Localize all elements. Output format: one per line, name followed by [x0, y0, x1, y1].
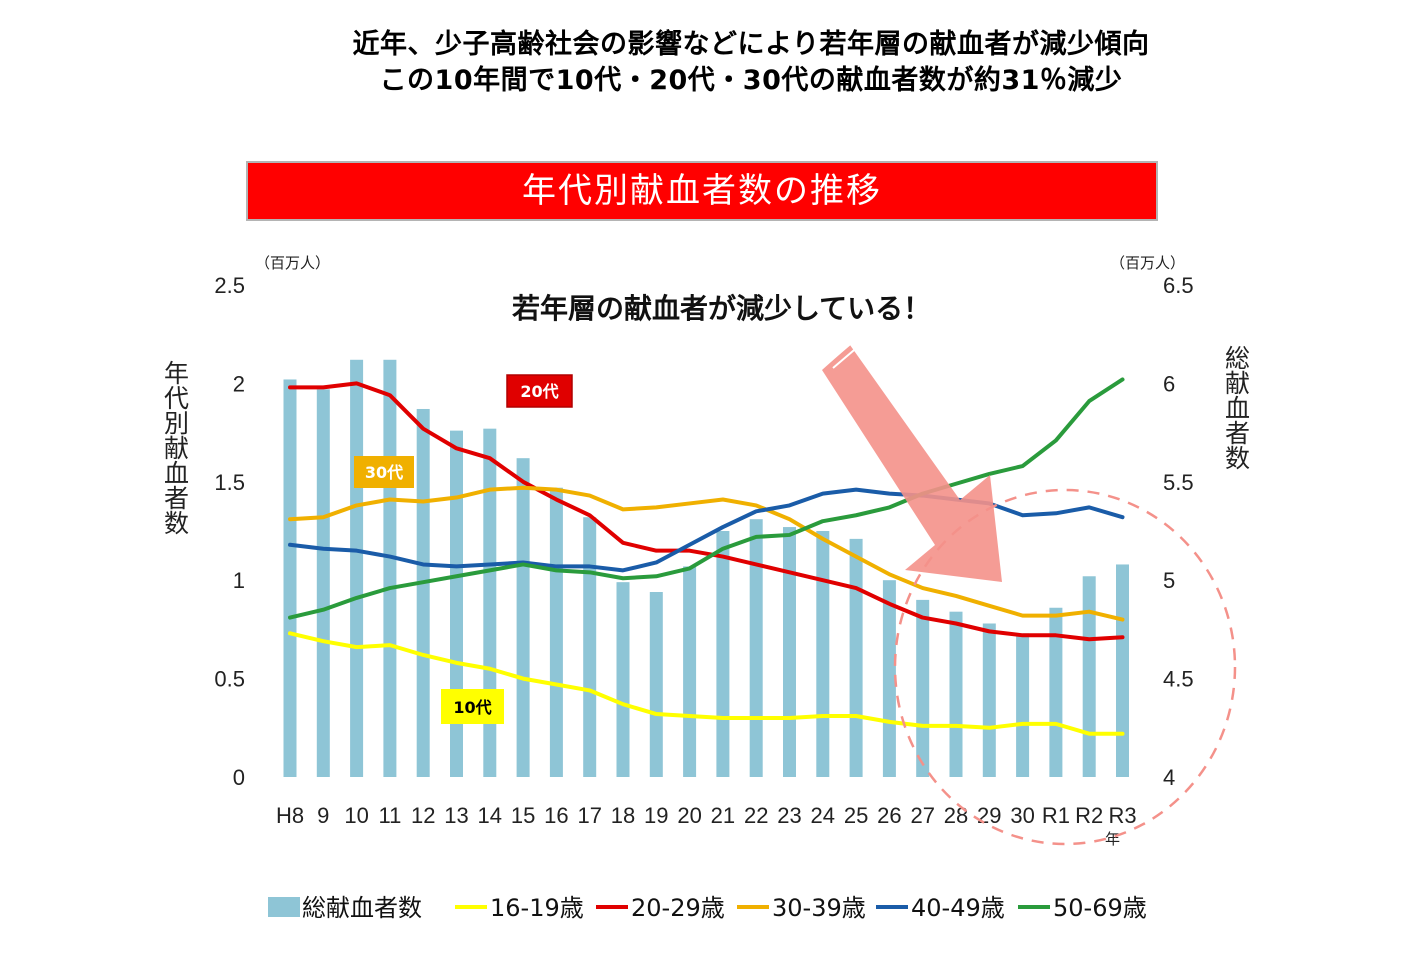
legend-label: 総献血者数 — [302, 894, 422, 922]
bar-25 — [849, 538, 863, 777]
right-tick: 6 — [1163, 371, 1175, 396]
left-tick: 0.5 — [214, 667, 245, 692]
bar-11 — [383, 359, 397, 777]
x-tick: 17 — [577, 803, 601, 828]
x-tick: 16 — [544, 803, 568, 828]
x-tick: 28 — [944, 803, 968, 828]
right-tick: 5.5 — [1163, 470, 1194, 495]
series-line-30-39歳 — [288, 485, 1125, 622]
x-tick: 11 — [378, 803, 401, 828]
bar-9 — [316, 389, 330, 777]
tag-30: 30代 — [354, 456, 414, 488]
left-tick: 1 — [233, 568, 245, 593]
x-tick: 24 — [811, 803, 835, 828]
x-tick: 21 — [711, 803, 735, 828]
bar-23 — [783, 527, 796, 777]
bar-27 — [916, 599, 930, 777]
left-tick: 0 — [233, 765, 245, 790]
bar-H8 — [283, 379, 297, 777]
bar-20 — [683, 566, 697, 777]
right-tick: 4 — [1163, 765, 1175, 790]
series-line-20-29歳 — [288, 381, 1125, 642]
x-axis-unit: 年 — [1105, 830, 1120, 848]
bar-group — [283, 359, 1129, 777]
x-tick: 14 — [478, 803, 502, 828]
bar-28 — [949, 611, 963, 777]
legend-label: 30-39歳 — [772, 894, 866, 922]
legend-label: 16-19歳 — [490, 894, 584, 922]
callout-text: 若年層の献血者が減少している！ — [512, 292, 931, 325]
x-tick: 13 — [444, 803, 468, 828]
bar-13 — [450, 430, 463, 777]
bar-10 — [350, 359, 364, 777]
bar-30 — [1016, 633, 1030, 777]
tag-30-text: 30代 — [365, 463, 403, 482]
right-tick: 4.5 — [1163, 667, 1194, 692]
x-tick: R2 — [1075, 803, 1103, 828]
down-arrow — [822, 339, 1002, 582]
bar-26 — [882, 580, 896, 777]
x-tick: 18 — [611, 803, 635, 828]
left-tick: 2 — [233, 371, 245, 396]
x-tick: 19 — [644, 803, 668, 828]
bar-15 — [516, 458, 530, 777]
bar-R3 — [1116, 564, 1129, 777]
bar-16 — [549, 487, 563, 777]
tag-20: 20代 — [506, 374, 573, 408]
left-tick: 2.5 — [214, 273, 245, 298]
chart-title-banner: 年代別献血者数の推移 — [246, 161, 1158, 221]
legend-label: 50-69歳 — [1053, 894, 1147, 922]
right-tick: 5 — [1163, 568, 1175, 593]
right-axis-unit: （百万人） — [1110, 254, 1185, 272]
x-tick: R1 — [1042, 803, 1070, 828]
x-tick: H8 — [276, 803, 304, 828]
headline-line1: 近年、少子高齢社会の影響などにより若年層の献血者が減少傾向 — [352, 29, 1150, 60]
legend-label: 20-29歳 — [631, 894, 725, 922]
x-tick: 23 — [777, 803, 801, 828]
bar-R1 — [1049, 607, 1063, 777]
right-axis-ticks: 4 4.5 5 5.5 6 6.5 — [1163, 273, 1194, 790]
right-tick: 6.5 — [1163, 273, 1194, 298]
x-tick: 30 — [1010, 803, 1034, 828]
left-tick: 1.5 — [214, 470, 245, 495]
bar-29 — [982, 623, 996, 777]
tag-10-text: 10代 — [453, 698, 491, 717]
left-axis-label: 年代別献血者数 — [161, 360, 190, 535]
tag-20-text: 20代 — [520, 382, 558, 401]
series-line-16-19歳 — [288, 631, 1125, 736]
bar-19 — [649, 592, 663, 777]
x-axis-ticks: H8 9 10 11 12 13 14 15 16 17 18 19 20 21 22 23 24 25 26 27 2… — [276, 803, 1137, 828]
x-tick: 25 — [844, 803, 868, 828]
bar-17 — [583, 517, 597, 777]
legend-label: 40-49歳 — [911, 894, 1005, 922]
x-tick: 9 — [317, 803, 329, 828]
legend: 総献血者数 16-19歳 20-29歳 30-39歳 40-49歳 50-69歳 — [268, 894, 1147, 922]
tag-10: 10代 — [441, 689, 504, 724]
x-tick: 10 — [344, 803, 368, 828]
headline-line2: この10年間で10代・20代・30代の献血者数が約31％減少 — [379, 65, 1123, 96]
x-tick: 20 — [677, 803, 701, 828]
highlight-circle — [893, 488, 1237, 846]
legend-swatch-bar — [268, 897, 300, 917]
x-tick: 22 — [744, 803, 768, 828]
bar-24 — [816, 531, 830, 777]
x-tick: 29 — [977, 803, 1001, 828]
bar-14 — [483, 428, 497, 777]
x-tick: 27 — [910, 803, 934, 828]
left-axis-unit: （百万人） — [255, 254, 330, 272]
right-axis-label: 総献血者数 — [1222, 345, 1251, 470]
bar-R2 — [1082, 576, 1096, 777]
x-tick: R3 — [1108, 803, 1136, 828]
left-axis-ticks: 0 0.5 1 1.5 2 2.5 — [214, 273, 245, 790]
x-tick: 15 — [511, 803, 535, 828]
x-tick: 12 — [411, 803, 435, 828]
bar-21 — [716, 531, 730, 777]
x-tick: 26 — [877, 803, 901, 828]
series-line-50-69歳 — [288, 377, 1125, 620]
bar-12 — [416, 408, 430, 777]
bar-22 — [749, 519, 763, 777]
bar-18 — [616, 582, 630, 777]
line-group — [288, 377, 1125, 736]
